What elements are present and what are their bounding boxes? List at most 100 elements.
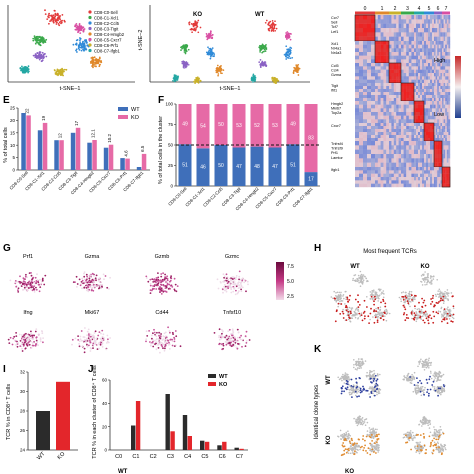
grey-cell-point (377, 295, 379, 297)
tsne-point (35, 41, 38, 43)
heatmap-cell (411, 79, 415, 84)
g-cell-point (85, 273, 88, 276)
g-cell-point (74, 337, 77, 340)
heatmap-cell (355, 92, 360, 96)
heatmap-cell (424, 129, 427, 133)
tsne-legend-swatch (88, 21, 92, 25)
g-cell-point (80, 282, 83, 285)
heatmap-cell (355, 28, 360, 33)
heatmap-cell (440, 28, 443, 33)
heatmap-cell (383, 104, 387, 109)
heatmap-cluster-label: 2 (394, 6, 397, 12)
heatmap-cell (435, 104, 438, 109)
heatmap-cell (448, 149, 451, 155)
heatmap-cell (446, 180, 449, 184)
tsne-wt-points (250, 19, 301, 85)
heatmap-cell (377, 79, 381, 84)
tsne-point (262, 63, 265, 65)
g-cell-point (79, 284, 82, 287)
heatmap-legend-low: Low (434, 112, 444, 118)
heatmap-cell (406, 15, 409, 20)
tsne-point (27, 65, 30, 68)
g-cell-point (171, 344, 174, 347)
heatmap-cell (375, 32, 378, 37)
heatmap-cell (418, 23, 421, 29)
g-cell-point (231, 329, 234, 332)
heatmap-cell (377, 19, 381, 24)
heatmap-cell (430, 52, 433, 56)
heatmap-cell (375, 183, 378, 188)
heatmap-cell (391, 123, 394, 127)
heatmap-cell (416, 158, 419, 163)
highlight-cell-point (347, 314, 350, 317)
grey-cell-point (354, 279, 357, 282)
g-cell-point (71, 338, 74, 341)
g-cell-point (145, 275, 148, 278)
e-value-label: 17 (74, 120, 79, 126)
heatmap-cell (430, 63, 433, 67)
e-bar-wt (103, 147, 109, 170)
heatmap-cell (430, 36, 433, 42)
tsne-point (297, 69, 300, 71)
g-cell-point (8, 342, 11, 344)
heatmap-cell (363, 92, 368, 96)
heatmap-cell (389, 173, 392, 178)
g-cell-point (86, 277, 89, 280)
grey-cell-point (427, 276, 429, 279)
g-cell-point (83, 272, 85, 275)
heatmap-cell (445, 129, 447, 133)
g-cell-point (218, 328, 221, 331)
heatmap-cell (435, 73, 438, 77)
f-y-tick-label: 100 (165, 102, 173, 107)
heatmap-cell (406, 104, 409, 109)
heatmap-cell (403, 76, 407, 80)
g-cell-point (221, 332, 223, 335)
tsne-point (183, 46, 185, 49)
heatmap-cell (420, 28, 423, 33)
heatmap-cell (437, 173, 439, 178)
grey-cell-point (424, 271, 426, 273)
heatmap-cell (406, 112, 409, 116)
heatmap-cell (389, 167, 392, 171)
heatmap-cell (363, 48, 368, 53)
heatmap-cell (426, 73, 429, 77)
heatmap-cell (367, 158, 372, 163)
heatmap-cell (443, 79, 446, 84)
heatmap-cell (396, 149, 399, 155)
tsne-point (63, 68, 66, 71)
heatmap-cell (401, 177, 404, 181)
heatmap-cell (398, 73, 402, 77)
g-cell-point (165, 277, 168, 280)
heatmap-cell (446, 167, 449, 171)
heatmap-cell (416, 55, 419, 60)
highlight-cell-point (349, 317, 351, 320)
heatmap-cell (446, 132, 449, 136)
tsne-legend-label: CD8-C2-Ccl5 (94, 21, 120, 26)
heatmap-cell (389, 129, 392, 133)
g-cell-point (160, 333, 163, 335)
heatmap-gene-label: Lef1 (331, 30, 338, 34)
heatmap-cell (355, 32, 360, 37)
heatmap-cell (448, 52, 451, 56)
g-cell-point (86, 330, 89, 333)
heatmap-cell (435, 126, 438, 130)
tsne-point (56, 12, 59, 15)
heatmap-cell (424, 158, 427, 163)
tsne-point (196, 22, 198, 25)
heatmap-cell (386, 183, 390, 188)
heatmap-cell (391, 48, 394, 53)
heatmap-cell (401, 104, 404, 109)
heatmap-cluster-label: 3 (406, 6, 409, 12)
highlight-cell-point (382, 300, 385, 302)
heatmap-cell (411, 98, 415, 102)
heatmap-cell (442, 79, 444, 84)
g-cell-point (85, 285, 88, 288)
heatmap-cell (426, 19, 429, 24)
heatmap-cell (443, 76, 446, 80)
tsne-point (39, 51, 42, 53)
grey-cell-point (351, 307, 354, 309)
heatmap-cell (398, 48, 402, 53)
heatmap-cell (363, 66, 368, 70)
tsne-point (52, 20, 55, 23)
heatmap-cluster-bar-segment (355, 11, 375, 15)
